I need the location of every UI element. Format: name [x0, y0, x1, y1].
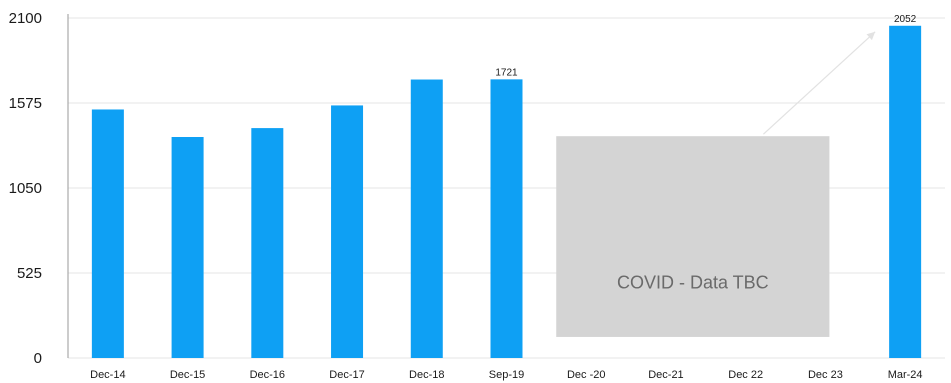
annotation-arrowhead	[866, 31, 876, 41]
annotation-arrow	[763, 31, 876, 135]
x-tick-label: Dec 23	[808, 369, 843, 381]
y-tick-label: 1050	[9, 180, 42, 197]
x-tick-label: Dec -20	[567, 369, 606, 381]
covid-annotation-box	[556, 136, 830, 337]
y-tick-label: 0	[34, 350, 42, 367]
bar-Dec-17	[331, 105, 364, 358]
x-tick-label: Dec-14	[90, 369, 125, 381]
data-label: 1721	[495, 67, 518, 78]
x-tick-label: Dec 22	[728, 369, 763, 381]
x-axis-ticks: Dec-14 Dec-15 Dec-16 Dec-17 Dec-18 Sep-19 Dec …	[90, 369, 922, 381]
bar-Dec-14	[91, 109, 124, 358]
covid-annotation: COVID - Data TBC	[556, 31, 876, 337]
x-tick-label: Mar-24	[888, 369, 923, 381]
x-tick-label: Dec-18	[409, 369, 444, 381]
x-tick-label: Dec-21	[648, 369, 683, 381]
bar-Mar-24	[889, 25, 922, 359]
y-tick-label: 1575	[9, 95, 42, 112]
y-tick-label: 525	[17, 265, 42, 282]
data-labels: 1721 2052	[495, 14, 916, 79]
x-tick-label: Dec-16	[250, 369, 285, 381]
x-tick-label: Dec-15	[170, 369, 205, 381]
covid-annotation-label: COVID - Data TBC	[617, 272, 769, 292]
bar-Dec-15	[171, 137, 204, 358]
data-label: 2052	[894, 14, 917, 25]
bar-series	[91, 25, 922, 359]
bar-Sep-19	[490, 79, 523, 358]
x-tick-label: Sep-19	[489, 369, 524, 381]
x-tick-label: Dec-17	[329, 369, 364, 381]
y-tick-label: 2100	[9, 10, 42, 27]
y-axis-ticks: 0 525 1050 1575 2100	[9, 10, 42, 367]
bar-Dec-16	[251, 128, 284, 358]
bar-Dec-18	[410, 79, 443, 359]
